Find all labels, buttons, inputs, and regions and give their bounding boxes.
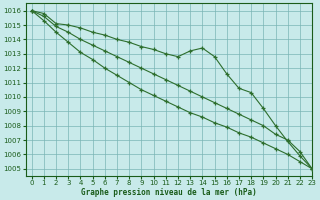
X-axis label: Graphe pression niveau de la mer (hPa): Graphe pression niveau de la mer (hPa) — [81, 188, 257, 197]
